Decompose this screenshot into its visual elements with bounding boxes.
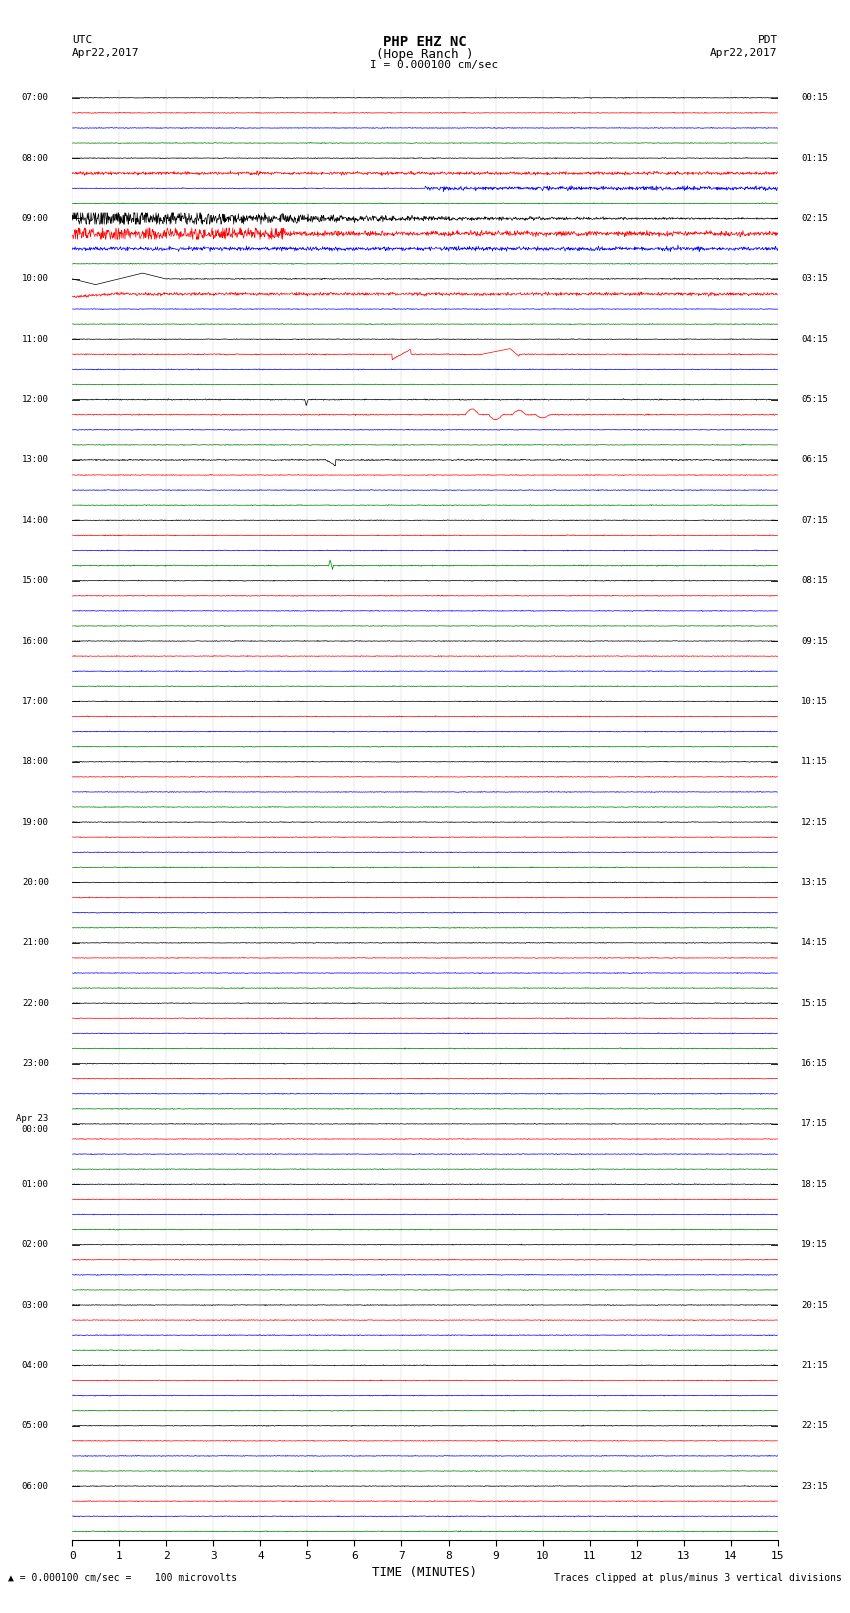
Text: 04:15: 04:15 [802, 336, 828, 344]
Text: 17:00: 17:00 [22, 697, 48, 706]
Text: 19:15: 19:15 [802, 1240, 828, 1248]
Text: 22:15: 22:15 [802, 1421, 828, 1431]
Text: 20:15: 20:15 [802, 1300, 828, 1310]
Text: 13:15: 13:15 [802, 877, 828, 887]
Text: 04:00: 04:00 [22, 1361, 48, 1369]
Text: 14:00: 14:00 [22, 516, 48, 524]
Text: 03:00: 03:00 [22, 1300, 48, 1310]
Text: Apr 23
00:00: Apr 23 00:00 [16, 1115, 48, 1134]
Text: 16:00: 16:00 [22, 637, 48, 645]
Text: 01:00: 01:00 [22, 1179, 48, 1189]
Text: 08:15: 08:15 [802, 576, 828, 586]
Text: PHP EHZ NC: PHP EHZ NC [383, 35, 467, 50]
Text: 05:15: 05:15 [802, 395, 828, 405]
Text: 12:00: 12:00 [22, 395, 48, 405]
Text: Apr22,2017: Apr22,2017 [72, 48, 139, 58]
Text: 10:00: 10:00 [22, 274, 48, 284]
Text: 02:15: 02:15 [802, 215, 828, 223]
Text: 03:15: 03:15 [802, 274, 828, 284]
Text: Apr22,2017: Apr22,2017 [711, 48, 778, 58]
Text: 09:15: 09:15 [802, 637, 828, 645]
X-axis label: TIME (MINUTES): TIME (MINUTES) [372, 1566, 478, 1579]
Text: 07:15: 07:15 [802, 516, 828, 524]
Text: ▲ = 0.000100 cm/sec =    100 microvolts: ▲ = 0.000100 cm/sec = 100 microvolts [8, 1573, 238, 1582]
Text: 11:00: 11:00 [22, 336, 48, 344]
Text: 09:00: 09:00 [22, 215, 48, 223]
Text: 23:15: 23:15 [802, 1482, 828, 1490]
Text: 16:15: 16:15 [802, 1060, 828, 1068]
Text: Traces clipped at plus/minus 3 vertical divisions: Traces clipped at plus/minus 3 vertical … [553, 1573, 842, 1582]
Text: 21:00: 21:00 [22, 939, 48, 947]
Text: 10:15: 10:15 [802, 697, 828, 706]
Text: 01:15: 01:15 [802, 153, 828, 163]
Text: 18:00: 18:00 [22, 756, 48, 766]
Text: 17:15: 17:15 [802, 1119, 828, 1129]
Text: 07:00: 07:00 [22, 94, 48, 102]
Text: 12:15: 12:15 [802, 818, 828, 826]
Text: 06:15: 06:15 [802, 455, 828, 465]
Text: UTC: UTC [72, 35, 93, 45]
Text: 00:15: 00:15 [802, 94, 828, 102]
Text: 08:00: 08:00 [22, 153, 48, 163]
Text: 19:00: 19:00 [22, 818, 48, 826]
Text: 14:15: 14:15 [802, 939, 828, 947]
Text: 06:00: 06:00 [22, 1482, 48, 1490]
Text: 11:15: 11:15 [802, 756, 828, 766]
Text: 05:00: 05:00 [22, 1421, 48, 1431]
Text: 02:00: 02:00 [22, 1240, 48, 1248]
Text: 21:15: 21:15 [802, 1361, 828, 1369]
Text: PDT: PDT [757, 35, 778, 45]
Text: I = 0.000100 cm/sec: I = 0.000100 cm/sec [370, 60, 498, 69]
Text: (Hope Ranch ): (Hope Ranch ) [377, 48, 473, 61]
Text: 23:00: 23:00 [22, 1060, 48, 1068]
Text: 15:15: 15:15 [802, 998, 828, 1008]
Text: 13:00: 13:00 [22, 455, 48, 465]
Text: 20:00: 20:00 [22, 877, 48, 887]
Text: 22:00: 22:00 [22, 998, 48, 1008]
Text: 18:15: 18:15 [802, 1179, 828, 1189]
Text: 15:00: 15:00 [22, 576, 48, 586]
